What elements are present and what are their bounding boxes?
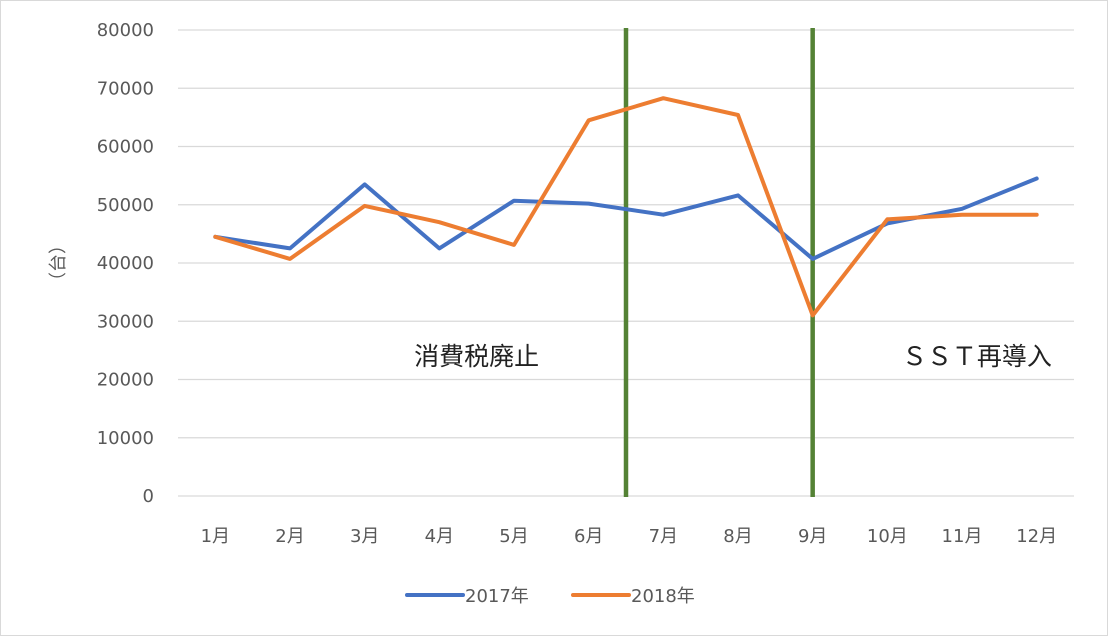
x-tick-label: 2月	[275, 526, 304, 547]
series-line	[213, 176, 1039, 261]
series-line	[213, 96, 1039, 318]
x-tick-label: 11月	[942, 526, 983, 547]
y-axis-ticks: 0 10000 20000 30000 40000 50000 60000 70000 8000…	[97, 20, 154, 507]
annotation-label: ＳＳＴ再導入	[902, 342, 1052, 371]
y-tick-label: 50000	[97, 195, 154, 216]
y-axis-label: （台）	[48, 236, 69, 290]
annotations: 消費税廃止 ＳＳＴ再導入	[414, 342, 1052, 371]
legend-label: 2017年	[465, 586, 529, 607]
y-tick-label: 20000	[97, 370, 154, 391]
x-axis-ticks: 1月 2月 3月 4月 5月 6月 7月 8月 9月 10月 11月 12月	[201, 526, 1058, 547]
y-tick-label: 70000	[97, 78, 154, 99]
legend: 2017年 2018年	[405, 586, 695, 607]
x-tick-label: 12月	[1016, 526, 1057, 547]
event-lines	[623, 28, 815, 497]
annotation-label: 消費税廃止	[414, 342, 539, 371]
y-tick-label: 10000	[97, 428, 154, 449]
x-tick-label: 1月	[201, 526, 230, 547]
y-tick-label: 60000	[97, 137, 154, 158]
legend-label: 2018年	[631, 586, 695, 607]
x-tick-label: 9月	[798, 526, 827, 547]
x-tick-label: 7月	[649, 526, 678, 547]
y-tick-label: 40000	[97, 253, 154, 274]
y-tick-label: 30000	[97, 311, 154, 332]
y-tick-label: 0	[143, 486, 154, 507]
x-tick-label: 4月	[425, 526, 454, 547]
x-tick-label: 6月	[574, 526, 603, 547]
x-tick-label: 3月	[350, 526, 379, 547]
series-lines	[213, 96, 1039, 318]
x-tick-label: 10月	[867, 526, 908, 547]
x-tick-label: 8月	[723, 526, 752, 547]
y-tick-label: 80000	[97, 20, 154, 41]
x-tick-label: 5月	[499, 526, 528, 547]
